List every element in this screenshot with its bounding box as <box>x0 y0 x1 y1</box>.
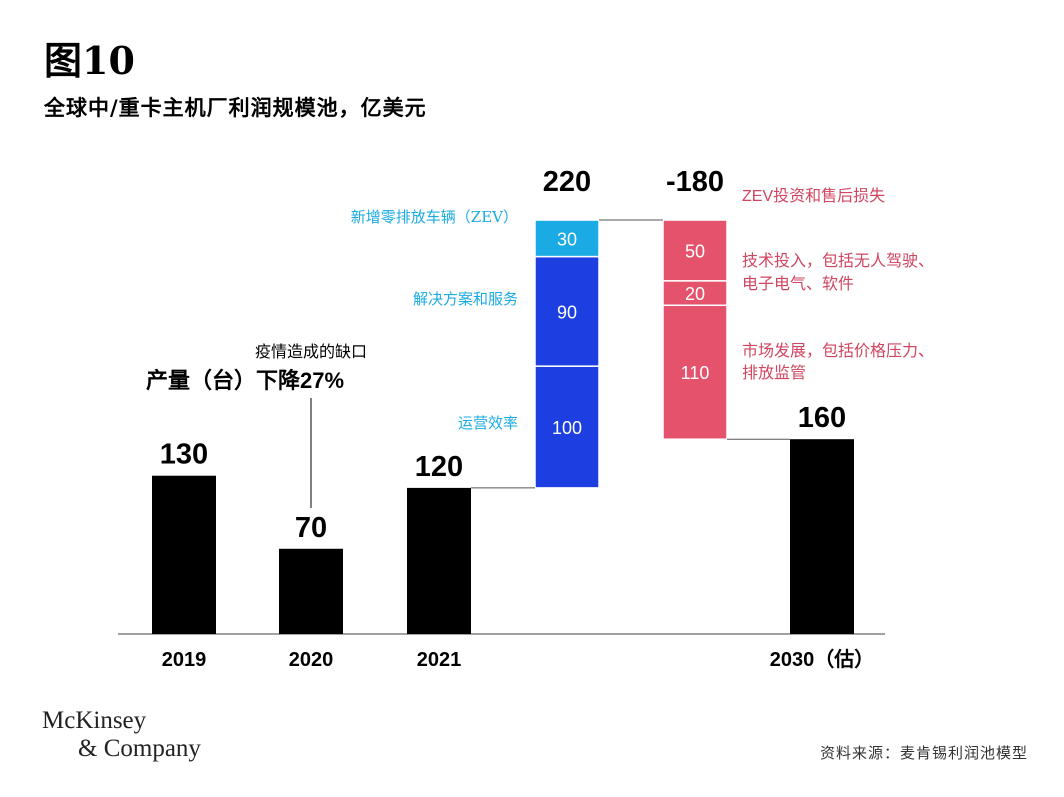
segment-value-label: 100 <box>552 418 582 438</box>
increase-total-label: 220 <box>543 166 591 198</box>
segment-value-label: 20 <box>685 284 705 304</box>
bar-value-label: 120 <box>415 451 463 483</box>
decrease-total-label: -180 <box>666 166 724 198</box>
segment-category-label: 技术投入，包括无人驾驶、 <box>742 251 934 270</box>
segment-category-label: 解决方案和服务 <box>413 290 518 308</box>
bar-value-label: 70 <box>295 512 327 544</box>
segment-category-label: 电子电气、软件 <box>742 274 854 293</box>
increase-segment <box>534 219 600 258</box>
decrease-segment <box>662 304 728 440</box>
bar-2030 <box>790 439 854 634</box>
bar-value-label: 160 <box>798 402 846 434</box>
bar-2020 <box>279 548 343 634</box>
increase-segment <box>534 365 600 489</box>
segment-value-label: 110 <box>681 363 710 383</box>
logo-line-2: & Company <box>78 735 201 762</box>
x-tick-label: 2030（估） <box>770 647 875 671</box>
increase-segment <box>534 255 600 367</box>
x-tick-label: 2020 <box>289 649 334 671</box>
annotation-line-1: 疫情造成的缺口 <box>255 342 367 361</box>
segment-category-label: 排放监管 <box>742 363 806 382</box>
mckinsey-logo: McKinsey & Company <box>42 708 201 761</box>
segment-category-label: 运营效率 <box>458 414 518 432</box>
segment-value-label: 30 <box>557 229 577 249</box>
figure-label: 图10 <box>44 38 135 83</box>
decrease-segment <box>662 219 728 282</box>
segment-category-label: 新增零排放车辆（ZEV） <box>351 208 518 226</box>
bar-2019 <box>152 475 216 634</box>
bar-2021 <box>407 487 471 634</box>
logo-line-1: McKinsey <box>42 707 147 734</box>
x-tick-label: 2019 <box>162 649 207 671</box>
decrease-segment <box>662 280 728 307</box>
annotation-line-2: 产量（台）下降27% <box>146 368 344 393</box>
segment-category-label: 市场发展，包括价格压力、 <box>742 341 934 360</box>
x-tick-label: 2021 <box>417 649 462 671</box>
source-note: 资料来源：麦肯锡利润池模型 <box>819 744 1028 762</box>
segment-category-label: ZEV投资和售后损失 <box>742 187 885 205</box>
segment-value-label: 90 <box>557 302 577 322</box>
bar-value-label: 130 <box>160 439 208 471</box>
chart-subtitle: 全球中/重卡主机厂利润规模池，亿美元 <box>44 96 427 120</box>
segment-value-label: 50 <box>685 241 705 261</box>
